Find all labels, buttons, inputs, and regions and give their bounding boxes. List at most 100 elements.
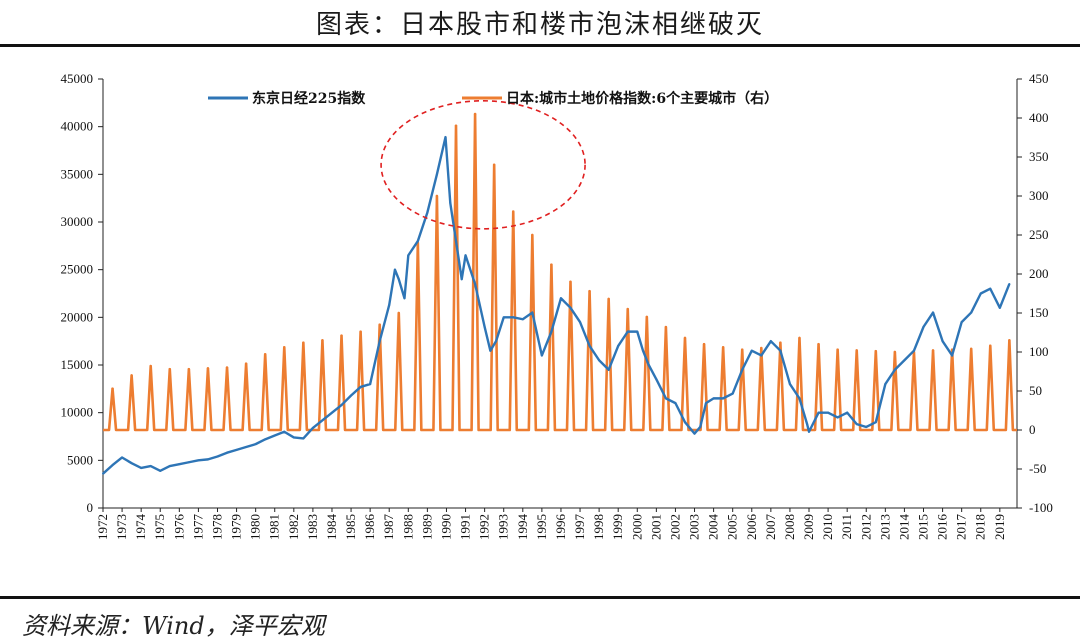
nikkei-point [951,354,954,357]
chart-title: 图表：日本股市和楼市泡沫相继破灭 [315,10,764,40]
land-price-point [760,346,763,350]
left-tick-label: 0 [87,500,94,515]
nikkei-point [750,349,753,352]
nikkei-point [989,287,992,290]
x-tick-label: 2019 [992,514,1007,540]
x-tick-label: 1986 [362,514,377,541]
nikkei-point [187,461,190,464]
right-tick-label: 400 [1029,110,1049,125]
land-price-line [103,112,1017,432]
nikkei-point [722,397,725,400]
nikkei-point [960,321,963,324]
nikkei-point [264,438,267,441]
x-tick-label: 1973 [114,514,129,540]
right-tick-label: -100 [1029,500,1053,515]
title-rule [0,44,1080,47]
nikkei-point [607,368,610,371]
nikkei-point [893,368,896,371]
x-tick-label: 2012 [858,514,873,540]
nikkei-point [340,404,343,407]
nikkei-point [922,325,925,328]
land-price-point [283,346,286,349]
x-tick-label: 2015 [916,514,931,540]
x-tick-label: 2017 [954,514,969,541]
land-price-point [531,233,534,237]
bubble-highlight-ellipse [380,100,586,230]
left-tick-label: 15000 [61,357,94,372]
nikkei-point [569,306,572,309]
left-tick-label: 10000 [61,405,94,420]
land-price-point [607,297,610,301]
x-tick-label: 1977 [190,514,205,541]
land-price-point [741,348,744,351]
x-tick-label: 1993 [496,514,511,540]
nikkei-point [865,425,868,428]
x-tick-label: 1991 [458,514,473,540]
land-price-point [989,344,992,347]
x-tick-label: 2004 [706,514,721,541]
nikkei-point [130,462,133,465]
x-tick-label: 2018 [973,514,988,540]
nikkei-point [283,430,286,433]
x-tick-label: 1988 [400,514,415,540]
nikkei-point [311,426,314,429]
right-tick-label: 50 [1029,383,1042,398]
x-tick-label: 1982 [286,514,301,540]
land-price-point [512,210,515,213]
nikkei-point [350,394,353,397]
right-tick-label: 150 [1029,305,1049,320]
nikkei-point [941,340,944,343]
x-tick-label: 1999 [610,514,625,540]
nikkei-point [512,316,515,319]
land-price-point [321,339,324,342]
nikkei-point [168,465,171,468]
x-tick-label: 2008 [782,514,797,540]
x-tick-label: 2000 [629,514,644,540]
x-tick-label: 1983 [305,514,320,540]
nikkei-point [932,311,935,314]
nikkei-point [760,354,763,357]
right-tick-label: 250 [1029,227,1049,242]
nikkei-point [460,278,463,281]
x-tick-label: 2010 [820,514,835,540]
nikkei-point [426,211,429,214]
left-tick-label: 25000 [61,262,94,277]
nikkei-point [884,383,887,386]
x-tick-label: 1981 [267,514,282,540]
land-price-point [645,315,649,319]
nikkei-point [704,402,707,405]
nikkei-point [102,472,104,475]
nikkei-point [731,392,734,395]
nikkei-point [178,463,181,466]
left-tick-label: 20000 [61,309,94,324]
x-tick-label: 2006 [744,514,759,541]
nikkei-point [378,340,381,343]
land-price-point [111,387,114,390]
x-tick-label: 1974 [133,514,148,541]
chart: 0500010000150002000025000300003500040000… [61,71,1053,541]
nikkei-point [626,330,629,333]
land-price-point [1008,339,1011,342]
nikkei-point [598,359,601,362]
land-price-point [779,341,782,344]
nikkei-point [455,240,458,243]
land-price-point [263,353,267,356]
nikkei-point [664,397,667,400]
right-tick-label: 100 [1029,344,1049,359]
land-price-point [359,330,362,333]
nikkei-point [836,416,839,419]
nikkei-point [912,349,915,352]
land-price-point [435,194,439,198]
x-tick-label: 1992 [477,514,492,540]
x-tick-label: 2009 [801,514,816,540]
left-tick-label: 45000 [61,71,94,86]
land-price-point [855,349,858,352]
x-tick-label: 1997 [572,514,587,541]
land-price-point [473,112,477,116]
left-tick-label: 30000 [61,214,94,229]
land-price-point [798,336,801,340]
x-tick-label: 1975 [152,514,167,540]
nikkei-point [846,411,849,414]
nikkei-line [102,135,1011,475]
land-price-point [340,334,343,337]
